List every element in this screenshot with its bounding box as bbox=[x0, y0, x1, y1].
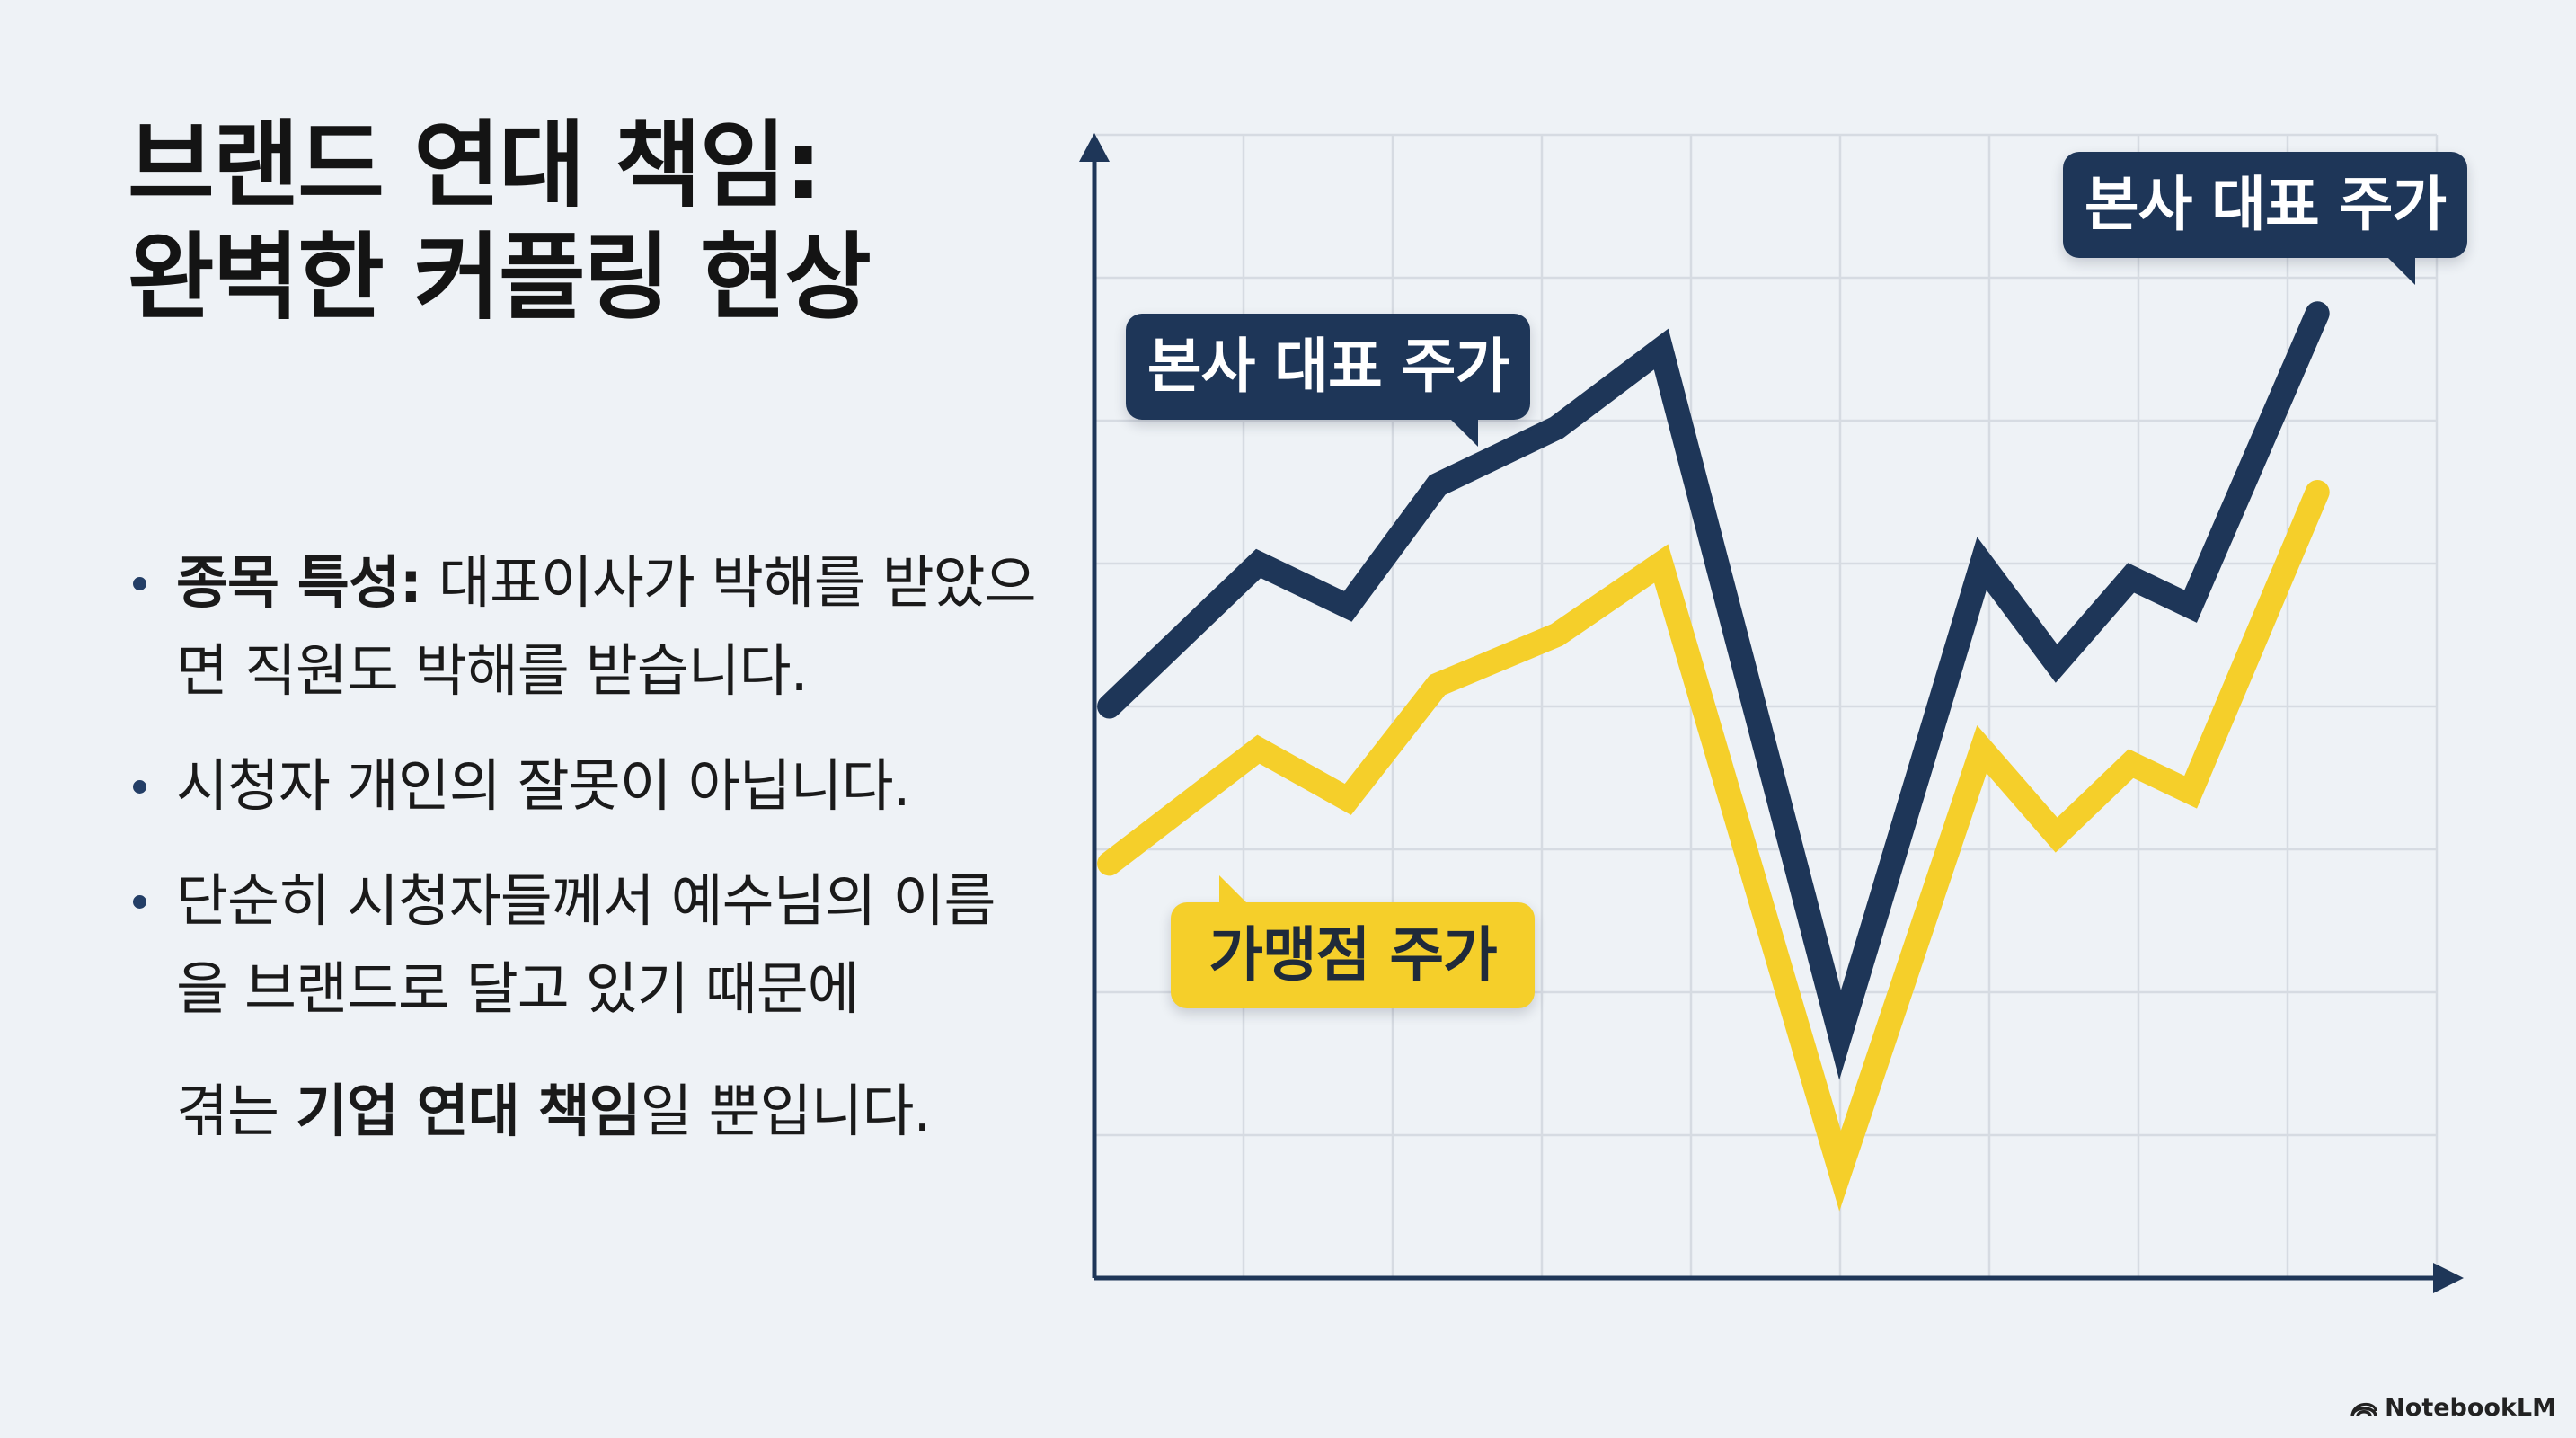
title-line-1: 브랜드 연대 책임: bbox=[128, 111, 822, 220]
callout-pointer bbox=[1449, 418, 1478, 447]
bullet-text: 시청자 개인의 잘못이 아닙니다. bbox=[176, 753, 911, 819]
bullet-item: 종목 특성: 대표이사가 박해를 받았으면 직원도 박해를 받습니다. bbox=[128, 539, 1044, 715]
watermark: NotebookLM bbox=[2350, 1394, 2556, 1422]
bullet-text: 대표이사가 박해를 받았으면 직원도 박해를 받습니다. bbox=[176, 550, 1037, 704]
series-line bbox=[1097, 301, 2330, 1080]
page-title: 브랜드 연대 책임: 완벽한 커플링 현상 bbox=[128, 110, 872, 334]
bullet-item: 단순히 시청자들께서 예수님의 이름을 브랜드로 달고 있기 때문에 겪는 기업… bbox=[128, 857, 1044, 1156]
series-line bbox=[1097, 480, 2330, 1212]
y-axis-arrow-icon bbox=[1079, 133, 1110, 162]
callout-pointer bbox=[2386, 256, 2415, 285]
watermark-text: NotebookLM bbox=[2385, 1394, 2556, 1422]
bullet-item: 시청자 개인의 잘못이 아닙니다. bbox=[128, 742, 1044, 830]
bullet-continuation: 겪는 기업 연대 책임일 뿐입니다. bbox=[176, 1068, 1044, 1156]
chart-axes bbox=[1079, 133, 2464, 1293]
bullet-bold-label: 종목 특성: bbox=[176, 550, 422, 616]
callout-label: 본사 대표 주가 bbox=[2084, 170, 2447, 239]
chart-series bbox=[1097, 301, 2330, 1212]
callout-hq-stock-label: 본사 대표 주가 bbox=[1126, 314, 1530, 447]
callout-franchise-stock-label: 가맹점 주가 bbox=[1171, 875, 1535, 1008]
callout-label: 본사 대표 주가 bbox=[1146, 332, 1509, 401]
callout-pointer bbox=[1219, 875, 1248, 904]
callout-label: 가맹점 주가 bbox=[1208, 920, 1498, 990]
bullet-bold-phrase: 기업 연대 책임 bbox=[295, 1078, 642, 1144]
bullet-list: 종목 특성: 대표이사가 박해를 받았으면 직원도 박해를 받습니다. 시청자 … bbox=[128, 539, 1044, 1183]
notebooklm-logo-icon bbox=[2350, 1402, 2377, 1416]
title-line-2: 완벽한 커플링 현상 bbox=[128, 223, 872, 333]
bullet-text-post: 일 뿐입니다. bbox=[640, 1078, 932, 1144]
callout-hq-stock-label-end: 본사 대표 주가 bbox=[2063, 152, 2467, 285]
bullet-text: 단순히 시청자들께서 예수님의 이름을 브랜드로 달고 있기 때문에 bbox=[176, 868, 996, 1022]
bullet-text-pre: 겪는 bbox=[176, 1078, 296, 1144]
x-axis-arrow-icon bbox=[2433, 1263, 2464, 1293]
